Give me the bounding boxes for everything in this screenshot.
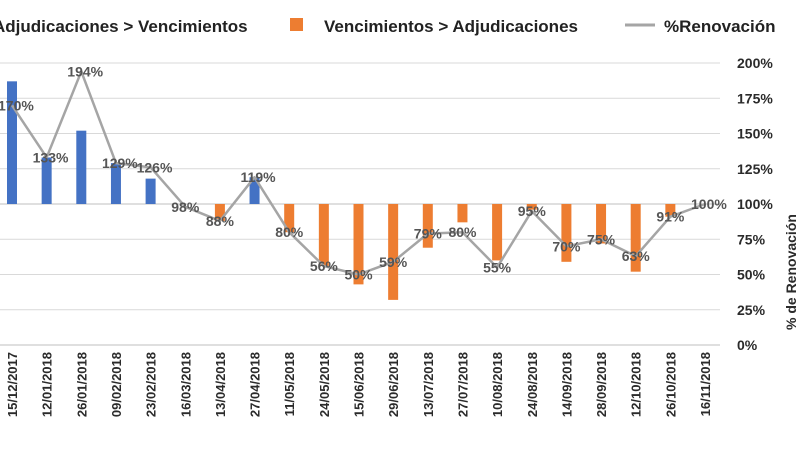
bar-adjudicaciones [41, 157, 52, 204]
x-tick-label: 24/08/2018 [525, 352, 540, 417]
x-tick-label: 13/07/2018 [421, 352, 436, 417]
x-tick-label: 13/04/2018 [213, 352, 228, 417]
x-tick-label: 15/12/2017 [5, 352, 20, 417]
y-tick-label: 175% [737, 90, 773, 106]
line-data-label: 63% [622, 248, 651, 264]
y-tick-label: 0% [737, 337, 758, 353]
y-axis: 0% 25% 50% 75% 100% 125% 150% 175% 200% [737, 55, 773, 353]
bar-vencimientos [526, 204, 537, 210]
line-data-label: 133% [33, 149, 69, 165]
x-tick-label: 27/04/2018 [248, 352, 263, 417]
x-tick-label: 16/11/2018 [698, 352, 713, 416]
line-data-label: 126% [137, 159, 173, 175]
x-tick-label: 26/01/2018 [74, 352, 89, 417]
y-tick-label: 200% [737, 55, 773, 71]
line-data-label: 80% [448, 224, 477, 240]
x-tick-label: 16/03/2018 [178, 352, 193, 417]
line-data-label: 56% [310, 258, 339, 274]
line-data-label: 55% [483, 259, 512, 275]
x-tick-label: 15/06/2018 [352, 352, 367, 417]
x-tick-label: 12/01/2018 [40, 352, 55, 417]
x-tick-label: 12/10/2018 [629, 352, 644, 417]
line-data-label: 88% [206, 213, 235, 229]
bar-vencimientos [561, 204, 572, 262]
line-data-label: 119% [241, 169, 277, 185]
y-tick-label: 100% [737, 196, 773, 212]
x-tick-label: 10/08/2018 [490, 352, 505, 417]
bars [7, 81, 676, 300]
bar-adjudicaciones [145, 178, 156, 204]
legend: Adjudicaciones > Vencimientos Vencimient… [0, 17, 775, 36]
line-data-label: 75% [587, 231, 616, 247]
bar-vencimientos [492, 204, 503, 261]
bar-vencimientos [214, 204, 225, 221]
line-data-label: 98% [171, 199, 200, 215]
bar-vencimientos [284, 204, 295, 233]
line-data-label: 91% [656, 209, 685, 225]
line-data-label: 170% [0, 97, 34, 113]
x-tick-label: 24/05/2018 [317, 352, 332, 417]
x-tick-label: 09/02/2018 [109, 352, 124, 417]
legend-label-renovacion: %Renovación [664, 17, 775, 36]
x-tick-label: 27/07/2018 [455, 352, 470, 417]
y-axis-title-group: % de Renovación [783, 214, 799, 330]
line-data-label: 129% [102, 155, 138, 171]
data-labels: 170% 133% 194% 129%126% 98% 88% 119% 80% 56% 50% 5… [0, 63, 727, 282]
bar-vencimientos [388, 204, 399, 300]
bar-vencimientos [353, 204, 364, 285]
bar-vencimientos [318, 204, 329, 267]
bar-adjudicaciones [110, 163, 121, 204]
bar-vencimientos [665, 204, 676, 217]
y-axis-title: % de Renovación [783, 214, 799, 330]
bar-vencimientos [422, 204, 433, 248]
x-tick-label: 11/05/2018 [282, 352, 297, 416]
y-tick-label: 125% [737, 161, 773, 177]
x-tick-label: 28/09/2018 [594, 352, 609, 417]
y-tick-label: 150% [737, 126, 773, 142]
y-tick-label: 75% [737, 231, 766, 247]
line-data-label: 194% [67, 63, 103, 79]
legend-label-vencimientos: Vencimientos > Adjudicaciones [324, 17, 578, 36]
y-tick-label: 50% [737, 267, 766, 283]
bar-vencimientos [630, 204, 641, 272]
bar-adjudicaciones [7, 81, 17, 204]
x-tick-label: 14/09/2018 [559, 352, 574, 417]
bar-vencimientos [596, 204, 607, 244]
line-data-label: 59% [379, 254, 408, 270]
line-data-label: 50% [345, 267, 374, 283]
line-data-label: 70% [552, 238, 581, 254]
legend-swatch-vencimientos [290, 18, 303, 31]
renovacion-polyline [10, 70, 706, 276]
bar-adjudicaciones [249, 177, 260, 204]
bar-adjudicaciones [76, 130, 87, 204]
legend-label-adjudicaciones: Adjudicaciones > Vencimientos [0, 17, 248, 36]
renovacion-line [10, 70, 706, 276]
line-data-label: 100% [691, 196, 727, 212]
y-tick-label: 25% [737, 302, 766, 318]
x-axis: 15/12/2017 12/01/2018 26/01/2018 09/02/2018… [0, 344, 720, 417]
line-data-label: 80% [275, 224, 304, 240]
line-data-label: 95% [518, 203, 547, 219]
x-tick-label: 26/10/2018 [663, 352, 678, 417]
line-data-label: 79% [414, 226, 443, 242]
x-tick-label: 23/02/2018 [144, 352, 159, 417]
x-tick-label: 29/06/2018 [386, 352, 401, 417]
bar-vencimientos [457, 204, 468, 223]
